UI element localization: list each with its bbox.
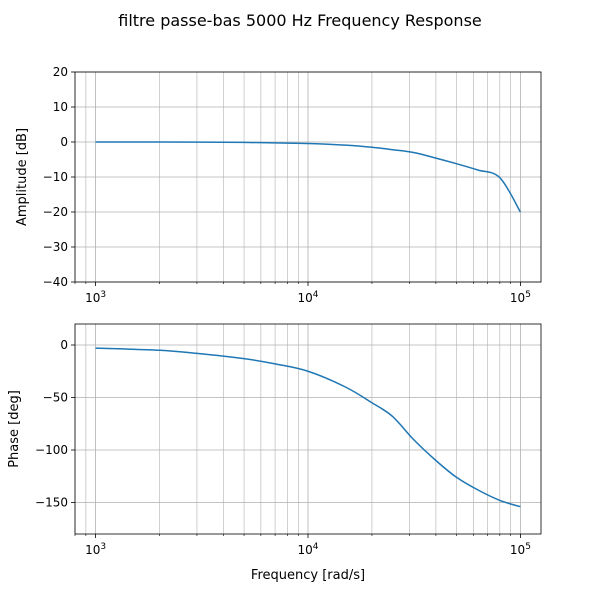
x-tick-label: 104 xyxy=(297,542,318,557)
axes-frame xyxy=(74,323,542,535)
axes-frame xyxy=(74,71,542,283)
y-tick-label: −10 xyxy=(43,170,68,184)
y-tick-label: −100 xyxy=(35,443,68,457)
y-tick-label: −20 xyxy=(43,205,68,219)
x-tick-label: 104 xyxy=(297,290,318,305)
x-tick-label: 103 xyxy=(85,290,106,305)
panel-amplitude: 103 104 105 20 10 0 −10 −20 −30 −40 Amplitude [dB] xyxy=(15,65,542,305)
y-axis-label: Amplitude [dB] xyxy=(15,128,30,226)
y-tick-label: 10 xyxy=(53,100,68,114)
y-tick-label: −30 xyxy=(43,240,68,254)
y-tick-label: 20 xyxy=(53,65,68,79)
y-tick-label: −150 xyxy=(35,496,68,510)
panel-phase: 103 104 105 0 −50 −100 −150 Phase [deg] Frequenc… xyxy=(7,323,542,583)
x-tick-label: 105 xyxy=(510,290,531,305)
phase-line xyxy=(95,347,521,508)
y-tick-label: −50 xyxy=(43,391,68,405)
amplitude-line xyxy=(95,141,522,213)
y-tick-label: 0 xyxy=(60,338,68,352)
y-axis-label: Phase [deg] xyxy=(7,390,22,468)
y-tick-label: −40 xyxy=(43,275,68,289)
x-tick-label: 103 xyxy=(85,542,106,557)
y-tick-label: 0 xyxy=(60,135,68,149)
figure-title: filtre passe-bas 5000 Hz Frequency Respo… xyxy=(118,11,482,30)
panels: 103 104 105 20 10 0 −10 −20 −30 −40 Amplitude [dB]… xyxy=(7,65,542,583)
x-axis-label: Frequency [rad/s] xyxy=(251,568,365,583)
x-tick-label: 105 xyxy=(510,542,531,557)
